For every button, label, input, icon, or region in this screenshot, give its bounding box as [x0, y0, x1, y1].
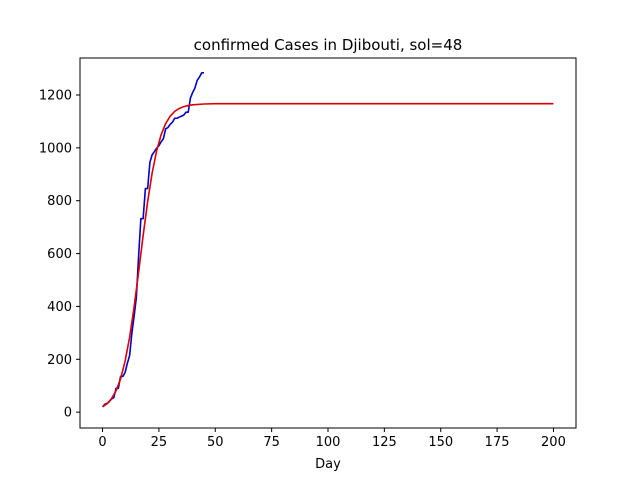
x-tick-label: 150: [428, 435, 453, 450]
y-tick-label: 0: [64, 406, 72, 421]
x-tick-label: 75: [263, 435, 280, 450]
x-tick-label: 100: [316, 435, 341, 450]
series-line-1: [101, 72, 204, 408]
x-tick-label: 200: [541, 435, 566, 450]
y-tick-label: 600: [47, 247, 72, 262]
x-tick-label: 50: [207, 435, 224, 450]
x-tick-label: 125: [372, 435, 397, 450]
plot-frame: [79, 57, 577, 429]
series-line-2: [102, 102, 554, 408]
y-tick-label: 1200: [39, 89, 72, 104]
x-axis: 0 25 50 75 100 125 150 175 200: [98, 428, 566, 450]
y-tick-label: 400: [47, 300, 72, 315]
y-tick-label: 800: [47, 194, 72, 209]
y-tick-label: 1000: [39, 141, 72, 156]
plot-area: [101, 72, 554, 408]
x-axis-label: Day: [315, 457, 341, 472]
y-tick-label: 200: [47, 353, 72, 368]
x-tick-label: 175: [485, 435, 510, 450]
chart-title: confirmed Cases in Djibouti, sol=48: [194, 36, 463, 54]
x-tick-label: 25: [151, 435, 168, 450]
y-axis: 0 200 400 600 800 1000 1200: [39, 89, 80, 421]
x-tick-label: 0: [98, 435, 106, 450]
